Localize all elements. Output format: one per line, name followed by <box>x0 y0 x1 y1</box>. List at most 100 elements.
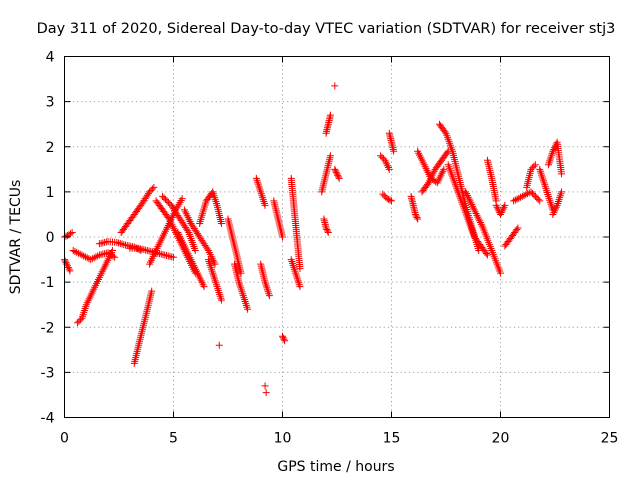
x-axis-label: GPS time / hours <box>277 459 394 475</box>
data-point <box>533 194 541 202</box>
data-point <box>288 257 296 265</box>
data-point <box>80 252 88 260</box>
data-point <box>280 335 288 343</box>
data-point <box>294 277 302 285</box>
data-point <box>242 299 250 307</box>
data-point <box>478 222 486 230</box>
data-point <box>556 192 564 200</box>
data-point <box>217 294 225 302</box>
data-point <box>545 159 553 167</box>
data-point <box>493 203 501 211</box>
data-point <box>464 193 472 201</box>
data-point <box>295 279 303 287</box>
data-point <box>66 267 74 275</box>
data-point <box>462 188 470 196</box>
data-point <box>323 225 331 233</box>
data-point <box>540 179 548 187</box>
data-point <box>61 257 69 265</box>
data-point <box>115 239 123 247</box>
data-point <box>500 203 508 211</box>
data-point <box>163 197 171 205</box>
data-point <box>63 262 71 270</box>
data-point <box>551 144 559 152</box>
data-point <box>498 207 506 215</box>
y-tick-label: 0 <box>46 230 55 246</box>
data-point <box>384 162 392 170</box>
data-point <box>64 263 72 271</box>
plot-frame <box>64 56 610 418</box>
data-point <box>242 301 250 309</box>
data-point <box>254 180 262 188</box>
data-point <box>466 197 474 205</box>
data-point <box>293 273 301 281</box>
data-point <box>388 197 395 205</box>
data-point <box>555 196 563 204</box>
tick-labels: 0 5 10 15 20 25 -4 -3 -2 -1 0 1 2 3 4 <box>41 50 619 447</box>
x-tick-label: 20 <box>492 431 510 447</box>
data-point <box>116 239 124 247</box>
data-point <box>296 283 304 291</box>
data-point <box>260 198 268 206</box>
data-point <box>556 194 564 202</box>
data-point <box>170 253 177 261</box>
axis-ticks <box>64 56 610 418</box>
data-point <box>334 173 342 181</box>
data-point <box>473 211 481 219</box>
data-point <box>215 288 223 296</box>
data-point <box>326 111 334 119</box>
data-point <box>332 168 340 176</box>
y-tick-label: 1 <box>46 185 55 201</box>
data-point <box>411 210 419 218</box>
data-point <box>253 176 261 184</box>
data-point <box>528 164 536 172</box>
data-point <box>147 186 155 194</box>
data-point <box>331 165 339 173</box>
data-point <box>160 194 168 202</box>
data-point <box>262 280 270 288</box>
data-point <box>467 199 475 207</box>
data-point <box>78 251 86 259</box>
data-point <box>254 178 262 186</box>
x-tick-label: 10 <box>274 431 292 447</box>
data-point <box>164 198 172 206</box>
data-point <box>211 196 219 204</box>
data-point <box>501 201 509 209</box>
data-point <box>212 279 220 287</box>
data-point <box>551 207 559 215</box>
data-point <box>252 174 260 182</box>
data-point <box>332 167 340 175</box>
data-point <box>264 286 272 294</box>
data-point <box>530 191 538 199</box>
data-point <box>264 288 272 296</box>
data-point <box>214 287 222 295</box>
data-point <box>525 189 533 197</box>
data-point <box>497 269 504 277</box>
data-point <box>324 228 332 236</box>
data-point <box>210 273 218 281</box>
x-tick-label: 15 <box>383 431 401 447</box>
x-tick-label: 5 <box>169 431 178 447</box>
data-point <box>87 256 95 264</box>
data-point <box>258 192 266 200</box>
data-point <box>261 201 269 209</box>
data-point <box>66 230 74 238</box>
data-point <box>385 195 393 203</box>
data-point <box>83 254 91 262</box>
data-point <box>260 199 268 207</box>
data-point <box>215 341 223 349</box>
data-point <box>546 196 554 204</box>
data-point <box>468 201 476 209</box>
data-point <box>548 202 556 210</box>
data-point <box>441 128 449 136</box>
data-point <box>211 275 219 283</box>
data-point <box>92 253 100 261</box>
data-point <box>331 82 339 90</box>
data-point <box>212 199 220 207</box>
data-point <box>211 260 219 268</box>
data-point <box>65 265 73 273</box>
data-point <box>81 253 89 261</box>
data-point <box>383 160 391 168</box>
data-point <box>518 192 526 200</box>
data-point <box>544 190 552 198</box>
data-point <box>513 225 521 233</box>
